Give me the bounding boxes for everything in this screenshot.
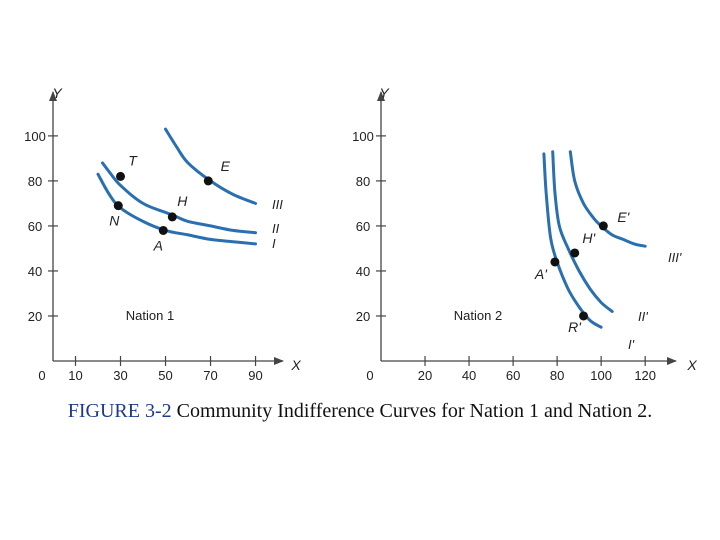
y-tick-label: 20 — [28, 309, 42, 324]
y-tick-label: 100 — [24, 129, 46, 144]
x-tick-label: 30 — [113, 368, 127, 383]
curve-label: I — [272, 236, 276, 251]
x-tick-label: 10 — [68, 368, 82, 383]
x-axis-arrow-icon — [274, 357, 284, 365]
y-tick-label: 60 — [28, 219, 42, 234]
y-axis-arrow-icon — [377, 91, 385, 101]
x-tick-label: 50 — [158, 368, 172, 383]
indifference-curve-i-prime — [542, 152, 603, 329]
y-tick-label: 80 — [28, 174, 42, 189]
caption-text: Community Indifference Curves for Nation… — [176, 400, 653, 422]
point-t — [116, 171, 126, 181]
y-tick-label: 100 — [352, 129, 374, 144]
point-h-prime — [570, 248, 580, 258]
x-tick-label: 0 — [38, 368, 45, 383]
point-label: R' — [568, 319, 582, 335]
indifference-curve-ii-prime — [551, 150, 614, 313]
x-tick-label: 60 — [506, 368, 520, 383]
y-axis-label: Y — [52, 85, 63, 101]
x-tick-label: 0 — [366, 368, 373, 383]
point-label: N — [109, 213, 120, 229]
y-tick-label: 40 — [28, 264, 42, 279]
point-a — [158, 225, 168, 235]
x-tick-label: 20 — [418, 368, 432, 383]
x-tick-label: 70 — [203, 368, 217, 383]
y-axis-label: Y — [379, 85, 390, 101]
point-e-prime — [598, 221, 608, 231]
x-tick-label: 120 — [634, 368, 656, 383]
x-tick-label: 80 — [550, 368, 564, 383]
point-h — [167, 212, 177, 222]
nation-2-panel: Y X Nation 2 20 40 60 80 100 0 20 40 60 80 100 120 I… — [352, 85, 697, 383]
y-tick-label: 80 — [356, 174, 370, 189]
point-label: T — [128, 152, 138, 168]
point-label: E' — [617, 209, 630, 225]
point-e — [203, 176, 213, 186]
x-tick-label: 40 — [462, 368, 476, 383]
point-r-prime — [579, 311, 589, 321]
point-label: H' — [582, 230, 596, 246]
nation-2-marks: 20 40 60 80 100 0 20 40 60 80 100 120 I' II' III' E' H' A… — [352, 91, 682, 383]
point-label: H — [177, 193, 188, 209]
curve-label: I' — [628, 337, 635, 352]
y-tick-label: 60 — [356, 219, 370, 234]
figure-caption: FIGURE 3-2 Community Indifference Curves… — [40, 398, 680, 425]
point-n — [113, 201, 123, 211]
figure-label: FIGURE 3-2 — [67, 400, 172, 422]
point-label: E — [221, 158, 231, 174]
y-tick-label: 40 — [356, 264, 370, 279]
x-axis-label: X — [290, 357, 301, 373]
x-axis-arrow-icon — [667, 357, 677, 365]
x-tick-label: 100 — [590, 368, 612, 383]
panel-title: Nation 1 — [126, 308, 174, 323]
y-tick-label: 20 — [356, 309, 370, 324]
point-a-prime — [550, 257, 560, 267]
curve-label: II — [272, 221, 280, 236]
curve-label: II' — [638, 309, 648, 324]
point-label: A' — [534, 266, 548, 282]
y-axis-arrow-icon — [49, 91, 57, 101]
point-label: A — [153, 237, 163, 253]
panel-title: Nation 2 — [454, 308, 502, 323]
x-axis-label: X — [686, 357, 697, 373]
x-tick-label: 90 — [248, 368, 262, 383]
indifference-curve-iii — [164, 127, 257, 205]
curve-label: III' — [668, 250, 682, 265]
curve-label: III — [272, 197, 283, 212]
